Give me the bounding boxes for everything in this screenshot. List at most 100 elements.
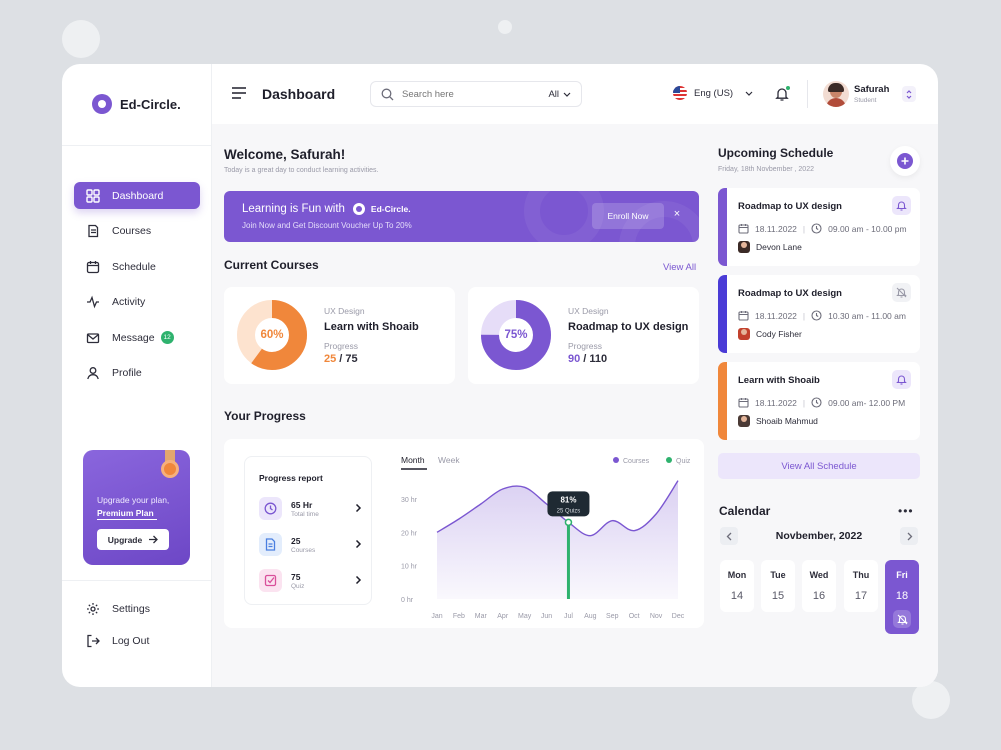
add-schedule-button[interactable] [890, 146, 920, 176]
bell-off-icon [896, 287, 907, 298]
course-progress-value: 90 / 110 [568, 353, 607, 365]
legend-label: Quiz [676, 458, 691, 465]
schedule-accent [718, 275, 727, 353]
schedule-reminder-button[interactable] [892, 283, 911, 302]
mail-icon [86, 332, 100, 343]
x-tick-label: Apr [497, 613, 509, 620]
schedule-date-value: 18.11.2022 [755, 223, 797, 234]
chart-tab-week[interactable]: Week [438, 455, 460, 465]
language-label: Eng (US) [694, 87, 734, 99]
sidebar-item-profile[interactable]: Profile [74, 360, 200, 387]
upgrade-text: Upgrade your plan, Premium Plan [97, 494, 169, 520]
search-input[interactable] [402, 88, 549, 100]
person-avatar [738, 328, 750, 340]
sidebar-item-label: Message [112, 331, 155, 344]
search-filter-dropdown[interactable]: All [548, 89, 571, 100]
chart-tab-month[interactable]: Month [401, 455, 425, 465]
donut-fill [481, 300, 551, 370]
day-date: 15 [771, 590, 785, 602]
day-name: Fri [896, 570, 908, 580]
bell-off-icon [896, 614, 908, 625]
more-options-icon[interactable]: ••• [898, 504, 914, 518]
hamburger-menu-icon[interactable] [232, 87, 246, 99]
sidebar-item-activity[interactable]: Activity [74, 289, 200, 316]
enroll-now-button[interactable]: Enroll Now [592, 203, 664, 229]
person-avatar [738, 241, 750, 253]
calendar-day[interactable]: Tue 15 [761, 560, 795, 612]
welcome-title: Welcome, Safurah! [224, 147, 346, 162]
search-bar: All [370, 81, 582, 107]
progress-chart: Month Week Courses Quiz 0 hr 10 hr 20 hr 30 hr J… [401, 455, 691, 620]
user-menu-button[interactable] [902, 86, 916, 102]
course-card[interactable]: 75% UX Design Roadmap to UX design Progr… [468, 287, 699, 384]
schedule-card[interactable]: Learn with Shoaib 18.11.2022 | 09.00 am-… [718, 362, 920, 440]
schedule-reminder-button[interactable] [892, 370, 911, 389]
logo-icon [352, 203, 365, 215]
chevron-right-icon [355, 575, 362, 585]
sidebar-item-message[interactable]: Message 12 [74, 324, 200, 351]
sidebar-item-label: Log Out [112, 635, 150, 647]
x-tick-label: Oct [629, 613, 640, 620]
person-name: Devon Lane [756, 242, 802, 252]
calendar-day[interactable]: Mon 14 [720, 560, 754, 612]
calendar-day[interactable]: Wed 16 [802, 560, 836, 612]
sidebar-item-dashboard[interactable]: Dashboard [74, 182, 200, 209]
schedule-reminder-button[interactable] [892, 196, 911, 215]
person-avatar [738, 415, 750, 427]
report-icon-box [259, 533, 282, 556]
progress-card: Progress report 65 Hr Total time 25 Cour… [224, 439, 704, 628]
divider [62, 580, 212, 581]
schedule-date-value: 18.11.2022 [755, 397, 797, 408]
schedule-accent [718, 188, 727, 266]
day-reminder-button[interactable] [893, 610, 911, 628]
divider [62, 145, 212, 146]
upgrade-plan: Premium Plan [97, 507, 157, 520]
report-row-quiz[interactable]: 75 Quiz [259, 569, 363, 595]
tooltip-point [564, 518, 573, 527]
course-progress-label: Progress [568, 341, 603, 351]
sidebar-item-label: Courses [112, 225, 152, 237]
x-tick-label: Aug [584, 613, 597, 620]
day-name: Wed [809, 570, 829, 580]
progress-done: 90 [568, 353, 581, 365]
sidebar-item-settings[interactable]: Settings [74, 595, 200, 622]
view-all-schedule-button[interactable]: View All Schedule [718, 453, 920, 479]
progress-total: 110 [589, 353, 608, 365]
clock-icon [811, 223, 822, 234]
bg-circle [912, 681, 950, 719]
language-selector[interactable]: Eng (US) [673, 86, 753, 100]
user-avatar[interactable] [823, 81, 849, 107]
notification-bell-icon[interactable] [774, 86, 790, 102]
schedule-name: Roadmap to UX design [738, 288, 842, 299]
meta-separator: | [802, 310, 806, 321]
chevron-down-icon [563, 92, 571, 97]
close-icon[interactable]: × [673, 208, 681, 220]
logo[interactable]: Ed-Circle. [92, 94, 181, 114]
sidebar-item-logout[interactable]: Log Out [74, 628, 200, 655]
y-tick-label: 30 hr [401, 497, 418, 504]
promo-banner: Learning is Fun with Ed-Circle. Join Now… [224, 191, 699, 242]
sidebar-item-courses[interactable]: Courses [74, 218, 200, 245]
calendar-prev-button[interactable] [720, 527, 738, 545]
x-tick-label: Nov [650, 613, 663, 620]
logout-icon [87, 634, 100, 648]
calendar-month: Novbember, 2022 [775, 530, 863, 542]
course-name: Roadmap to UX design [568, 321, 689, 333]
calendar-day-selected[interactable]: Fri 18 [885, 560, 919, 634]
upcoming-schedule: Upcoming Schedule Friday, 18th Novbember… [718, 124, 938, 687]
report-row-time[interactable]: 65 Hr Total time [259, 497, 363, 523]
sidebar-item-schedule[interactable]: Schedule [74, 253, 200, 280]
banner-subtitle: Join Now and Get Discount Voucher Up To … [242, 221, 412, 230]
bg-circle [62, 20, 100, 58]
day-name: Mon [727, 570, 747, 580]
report-row-courses[interactable]: 25 Courses [259, 533, 363, 559]
course-card[interactable]: 60% UX Design Learn with Shoaib Progress… [224, 287, 455, 384]
calendar-day[interactable]: Thu 17 [844, 560, 878, 612]
schedule-card[interactable]: Roadmap to UX design 18.11.2022 | 09.00 … [718, 188, 920, 266]
view-all-courses-link[interactable]: View All [663, 262, 697, 273]
schedule-card[interactable]: Roadmap to UX design 18.11.2022 | 10.30 … [718, 275, 920, 353]
grid-icon [86, 188, 100, 203]
schedule-time: 09.00 am - 10.00 pm [828, 223, 907, 234]
upgrade-button[interactable]: Upgrade [97, 529, 169, 550]
calendar-next-button[interactable] [900, 527, 918, 545]
